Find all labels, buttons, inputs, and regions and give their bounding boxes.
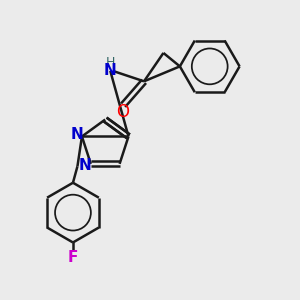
Text: N: N — [79, 158, 92, 173]
Text: N: N — [70, 128, 83, 142]
Text: H: H — [106, 56, 115, 69]
Text: F: F — [68, 250, 78, 266]
Text: N: N — [104, 63, 117, 78]
Text: O: O — [116, 103, 129, 121]
